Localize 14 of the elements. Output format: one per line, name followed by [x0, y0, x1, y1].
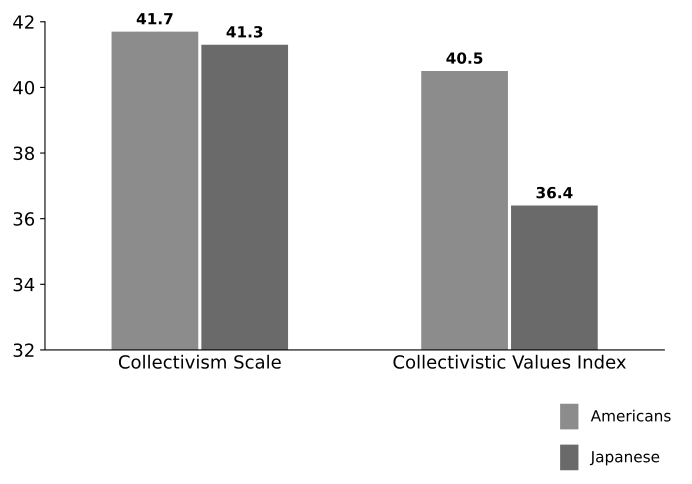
y-tick-label: 32: [14, 343, 34, 358]
y-tick-label: 38: [14, 146, 34, 160]
data-label: 41.3: [226, 26, 262, 38]
data-label: 36.4: [536, 186, 573, 198]
data-label: 41.7: [136, 13, 173, 24]
y-tick-label: 36: [14, 212, 34, 226]
legend-label: Japanese: [590, 451, 660, 466]
y-tick-label: 34: [14, 278, 34, 292]
y-tick-label: 42: [13, 15, 34, 29]
legend-label: Americans: [590, 410, 671, 422]
x-tick-label: Collectivism Scale: [118, 354, 281, 369]
x-tick-label: Collectivistic Values Index: [393, 354, 626, 369]
data-label: 40.5: [446, 52, 482, 64]
y-tick-label: 40: [13, 80, 34, 95]
